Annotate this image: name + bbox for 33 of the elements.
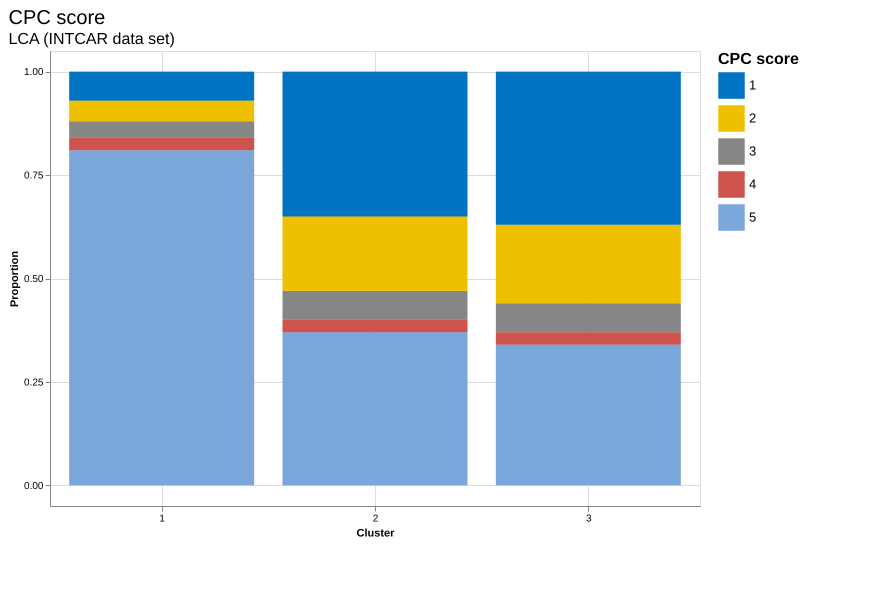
bar [69,150,254,486]
x-tick-label: 3 [586,514,592,524]
chart-subtitle: LCA (INTCAR data set) [8,31,175,48]
bar [282,332,468,486]
y-tick-label: 0.25 [24,377,44,388]
y-tick-label: 0.75 [24,170,44,182]
legend-label: 5 [749,210,756,224]
bar [496,72,681,225]
bar [282,320,468,332]
bar [496,303,681,332]
y-tick-label: 0.50 [24,274,44,285]
y-tick-label: 0.00 [24,480,44,492]
x-tick-label: 2 [372,514,379,524]
bar [69,72,254,101]
y-tick-label: 1.00 [24,67,44,78]
x-tick-label: 1 [159,514,166,524]
bar [282,216,468,291]
legend-label: 3 [749,144,756,158]
y-axis-title: Proportion [9,250,22,308]
bar [69,138,254,150]
legend-title: CPC score [718,51,800,68]
chart-title: CPC score [8,7,106,29]
bar [282,72,468,216]
legend-label: 1 [749,78,756,92]
bar [69,121,254,138]
bar [496,224,681,304]
bar [496,332,681,345]
bar [69,100,254,122]
legend-label: 2 [749,110,756,126]
bar [496,344,681,486]
x-axis-title: Cluster [356,528,396,540]
legend-label: 4 [749,176,756,192]
bar [282,290,468,320]
